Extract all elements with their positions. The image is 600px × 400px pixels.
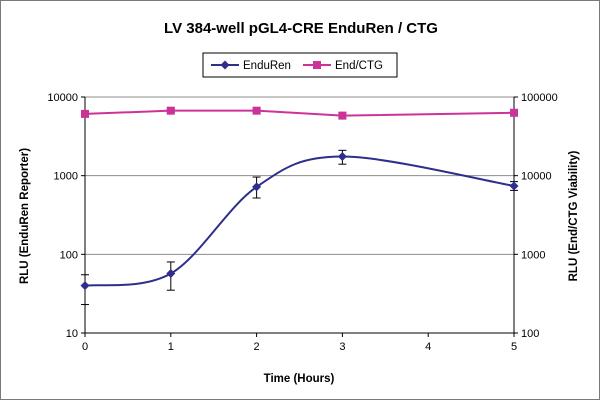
x-tick-label: 1 [168, 341, 174, 353]
data-point-end-ctg [166, 106, 175, 115]
legend: EnduRen End/CTG [202, 52, 398, 78]
data-point-end-ctg [338, 111, 347, 120]
legend-label-end-ctg: End/CTG [335, 60, 383, 72]
y-axis-title: RLU (EnduRen Reporter) [19, 148, 31, 284]
y-tick-label: 10000 [47, 92, 78, 104]
legend-label-enduren: EnduRen [243, 60, 291, 72]
x-tick-label: 2 [254, 341, 260, 353]
y2-tick-label: 100000 [521, 92, 558, 104]
chart-title: LV 384-well pGL4-CRE EnduRen / CTG [164, 20, 438, 37]
y-tick-label: 10 [66, 328, 78, 340]
y-tick-label: 1000 [54, 171, 78, 183]
x-tick-label: 3 [339, 341, 345, 353]
x-axis-title: Time (Hours) [264, 373, 335, 385]
y2-axis-title: RLU (End/CTG Viability) [568, 150, 580, 281]
data-point-enduren [509, 181, 519, 191]
data-point-enduren [80, 281, 90, 291]
y2-tick-label: 10000 [521, 171, 552, 183]
legend-marker-end-ctg [313, 61, 321, 69]
x-tick-label: 4 [425, 341, 431, 353]
data-point-enduren [166, 269, 176, 279]
data-point-end-ctg [510, 108, 518, 117]
data-point-enduren [337, 152, 347, 162]
plot-area: 10 100 1000 10000 100 1000 10000 100000 0 1 2 3 4 5 [47, 92, 557, 353]
data-point-end-ctg [81, 109, 89, 118]
legend-marker-enduren [220, 60, 230, 70]
x-tick-label: 0 [82, 341, 88, 353]
y-tick-label: 100 [60, 249, 78, 261]
x-tick-label: 5 [511, 341, 517, 353]
y2-tick-label: 1000 [521, 249, 545, 261]
data-point-enduren [252, 182, 262, 192]
y2-tick-label: 100 [521, 328, 539, 340]
data-point-end-ctg [252, 106, 261, 115]
series-line-end-ctg [84, 109, 515, 117]
